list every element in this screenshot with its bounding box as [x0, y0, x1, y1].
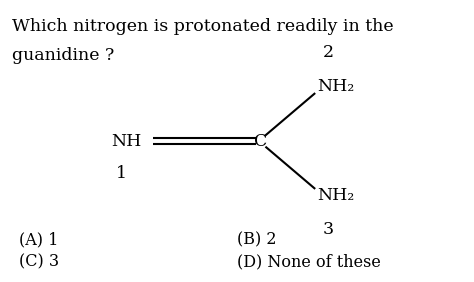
Text: 1: 1 — [116, 165, 127, 182]
Text: NH₂: NH₂ — [318, 188, 355, 204]
Text: 2: 2 — [322, 44, 333, 61]
Text: Which nitrogen is protonated readily in the: Which nitrogen is protonated readily in … — [12, 18, 393, 35]
Text: (D) None of these: (D) None of these — [237, 254, 381, 271]
Text: NH: NH — [111, 133, 142, 149]
Text: (B) 2: (B) 2 — [237, 231, 276, 248]
Text: guanidine ?: guanidine ? — [12, 47, 114, 63]
Text: 3: 3 — [322, 221, 333, 238]
Text: (C) 3: (C) 3 — [19, 254, 59, 271]
Text: C: C — [254, 133, 267, 149]
Text: (A) 1: (A) 1 — [19, 231, 58, 248]
Text: NH₂: NH₂ — [318, 78, 355, 94]
